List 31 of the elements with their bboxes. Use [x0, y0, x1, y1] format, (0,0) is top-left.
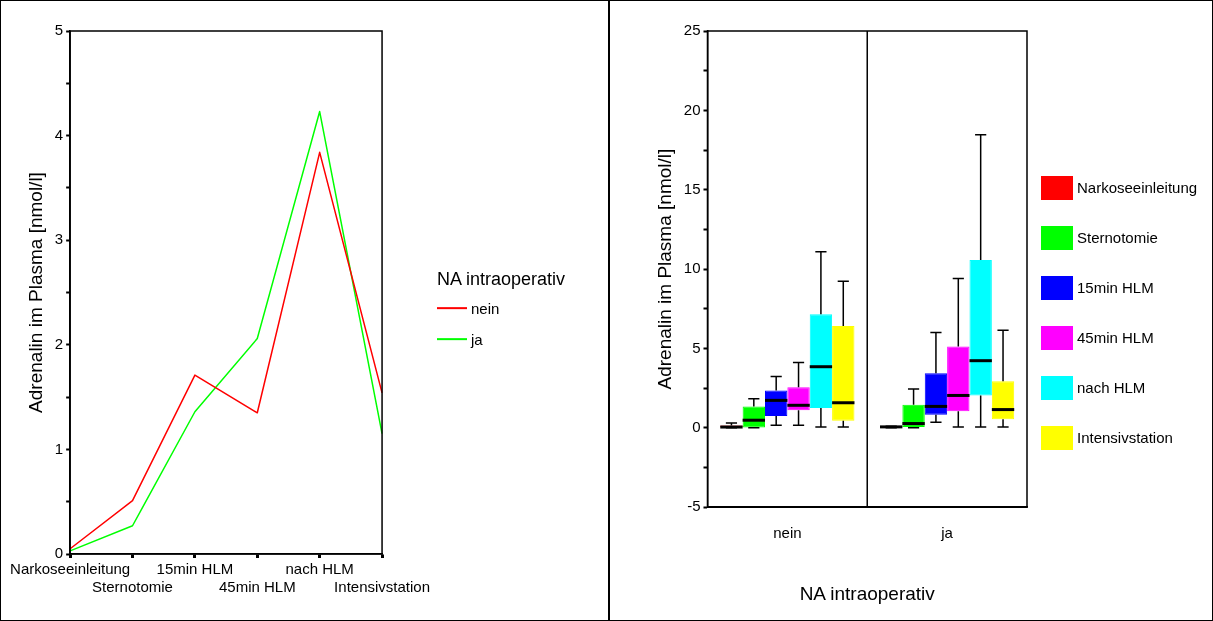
y-tick-label: 5 [692, 338, 701, 356]
y-axis-title: Adrenalin im Plasma [nmol/l] [653, 148, 675, 390]
x-tick-label: 15min HLM [156, 560, 234, 578]
x-axis-title: NA intraoperativ [799, 582, 936, 604]
legend-label: Sternotomie [1077, 229, 1158, 246]
y-tick-label: 25 [683, 21, 701, 39]
y-tick-label: 1 [54, 439, 64, 457]
legend-label: Intensivstation [1077, 429, 1173, 446]
x-tick-label: nach HLM [285, 560, 354, 578]
legend-label: nach HLM [1077, 379, 1146, 396]
y-tick-label: 4 [54, 125, 64, 143]
legend-label: ja [471, 330, 483, 348]
legend-label: 15min HLM [1077, 279, 1154, 296]
legend-label: 45min HLM [1077, 329, 1154, 346]
y-axis-title: Adrenalin im Plasma [nmol/l] [24, 172, 46, 413]
y-tick-label: 20 [683, 100, 701, 118]
y-tick-label: -5 [687, 497, 701, 515]
y-tick-label: 5 [54, 21, 64, 39]
y-tick-label: 0 [692, 417, 701, 435]
y-tick-label: 15 [683, 179, 701, 197]
x-tick-label: Sternotomie [92, 578, 173, 596]
x-tick-label: Narkoseeinleitung [10, 560, 131, 578]
y-tick-label: 10 [683, 259, 701, 277]
legend-label: nein [471, 299, 500, 317]
y-tick-label: 0 [54, 544, 64, 562]
legend-label: Narkoseeinleitung [1077, 179, 1198, 196]
legend-title: NA intraoperativ [437, 268, 566, 290]
y-tick-label: 3 [54, 230, 64, 248]
y-tick-label: 2 [54, 334, 64, 352]
x-tick-label: 45min HLM [218, 578, 296, 596]
x-tick-label: Intensivstation [334, 578, 430, 596]
